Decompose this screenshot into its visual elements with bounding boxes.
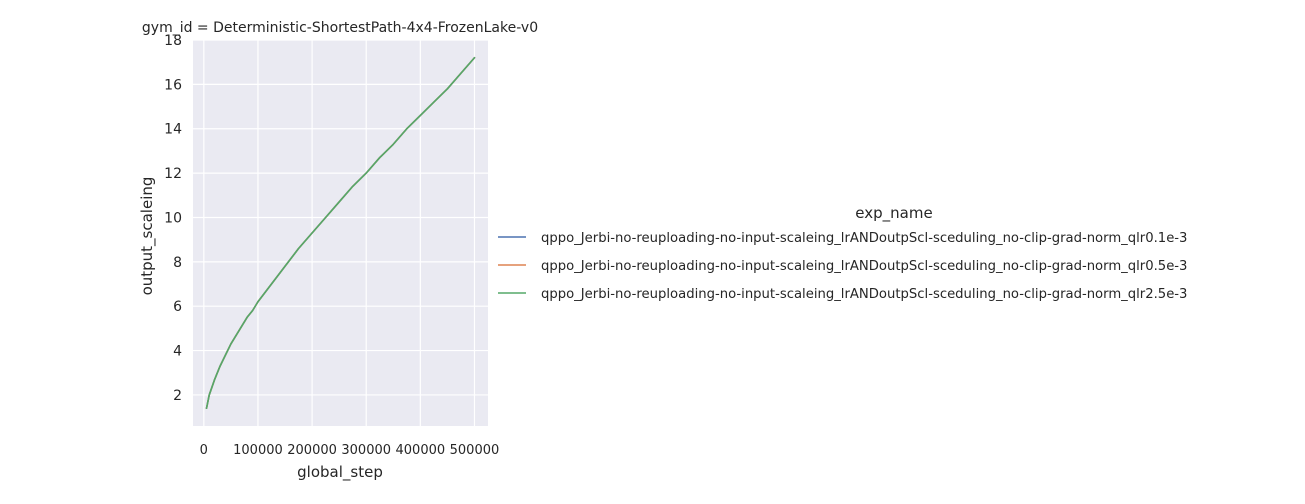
y-tick-label: 6 (173, 299, 182, 315)
y-tick-labels: 2 4 6 8 10 12 14 16 18 (164, 33, 182, 404)
series-lines (205, 56, 476, 410)
x-tick-label: 200000 (287, 443, 337, 458)
legend-label: qppo_Jerbi-no-reuploading-no-input-scale… (541, 259, 1187, 274)
series-line (205, 56, 476, 410)
y-tick-label: 12 (164, 166, 182, 182)
x-tick-label: 100000 (233, 443, 283, 458)
y-axis-label: output_scaleing (138, 177, 157, 296)
legend-title: exp_name (855, 204, 932, 223)
x-tick-label: 500000 (450, 443, 500, 458)
x-tick-label: 400000 (396, 443, 446, 458)
chart-title: gym_id = Deterministic-ShortestPath-4x4-… (142, 20, 538, 36)
y-tick-label: 2 (173, 388, 182, 404)
y-tick-label: 10 (164, 210, 182, 226)
y-tick-label: 4 (173, 344, 182, 360)
y-tick-label: 8 (173, 255, 182, 271)
legend-label: qppo_Jerbi-no-reuploading-no-input-scale… (541, 287, 1187, 302)
y-tick-label: 16 (164, 77, 182, 93)
x-tick-label: 0 (200, 443, 208, 458)
legend: exp_name qppo_Jerbi-no-reuploading-no-in… (498, 204, 1187, 302)
x-axis-label: global_step (297, 463, 383, 482)
legend-label: qppo_Jerbi-no-reuploading-no-input-scale… (541, 231, 1187, 246)
grid-lines (193, 39, 488, 426)
y-tick-label: 14 (164, 122, 182, 138)
y-tick-label: 18 (164, 33, 182, 49)
x-tick-labels: 0 100000 200000 300000 400000 500000 (200, 443, 500, 458)
x-tick-label: 300000 (341, 443, 391, 458)
plot-area-background (193, 40, 488, 426)
legend-entries: qppo_Jerbi-no-reuploading-no-input-scale… (498, 231, 1187, 302)
